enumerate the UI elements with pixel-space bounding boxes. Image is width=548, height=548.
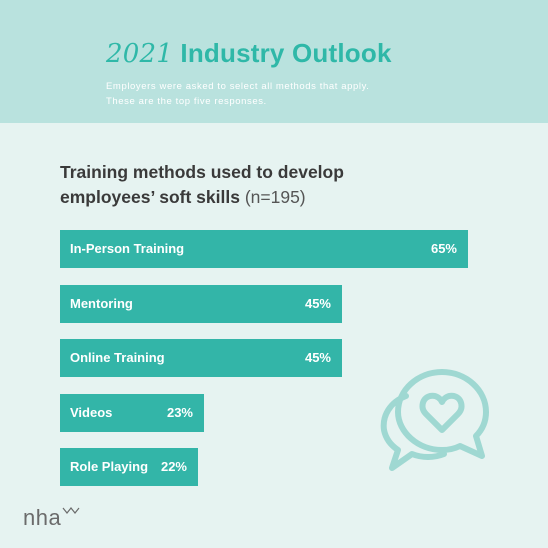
- bar-value-label: 45%: [304, 295, 331, 311]
- subtitle-line-2: These are the top five responses.: [106, 96, 267, 107]
- page-subtitle: Employers were asked to select all metho…: [106, 79, 436, 109]
- title-text: Industry Outlook: [180, 38, 392, 68]
- nha-chevron-logo-icon: [62, 507, 80, 514]
- title-year: 2021: [106, 39, 173, 69]
- bar-value-label: 23%: [166, 404, 193, 420]
- page-title: 2021 Industry Outlook: [106, 38, 392, 69]
- bar-label: Mentoring: [70, 295, 133, 311]
- nha-logo: nha: [23, 505, 62, 530]
- header-banner: 2021 Industry Outlook Employers were ask…: [0, 0, 548, 123]
- bar-role-playing: Role Playing 22%: [60, 448, 198, 486]
- bar-value-label: 65%: [430, 241, 457, 256]
- subtitle-line-1: Employers were asked to select all metho…: [106, 81, 370, 92]
- chat-bubbles-heart-icon: [380, 369, 489, 471]
- chart-title: Training methods used to develop employe…: [60, 160, 420, 210]
- bar-label: In-Person Training: [70, 241, 185, 256]
- bar-online-training: Online Training 45%: [60, 339, 342, 377]
- chart-sample-size: (n=195): [244, 187, 306, 207]
- chart-title-line-1: Training methods used to develop: [60, 162, 344, 182]
- bar-in-person-training: In-Person Training 65%: [60, 230, 468, 268]
- bar-value-label: 45%: [304, 350, 331, 365]
- bar-label: Videos: [70, 404, 113, 420]
- bar-value-label: 22%: [160, 459, 187, 474]
- bar-label: Role Playing: [70, 459, 149, 474]
- bar-label: Online Training: [70, 350, 165, 365]
- bar-videos: Videos 23%: [60, 393, 204, 432]
- chart-title-line-2: employees’ soft skills: [60, 187, 240, 207]
- bar-mentoring: Mentoring 45%: [60, 284, 342, 323]
